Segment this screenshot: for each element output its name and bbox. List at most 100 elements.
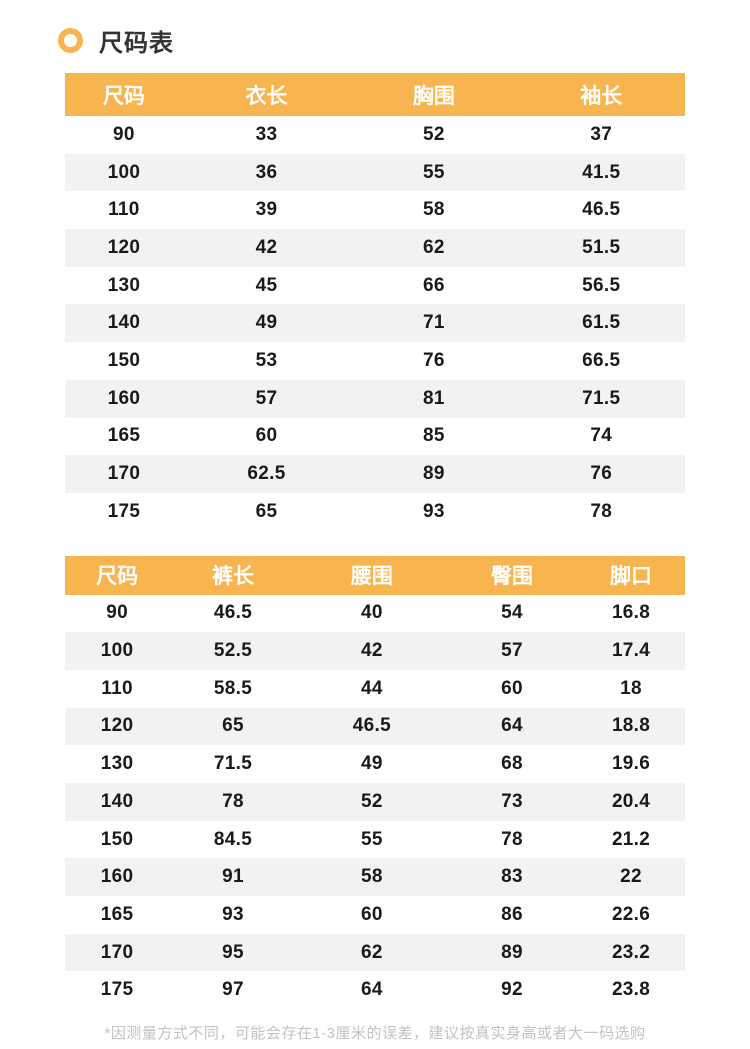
table-row: 110 58.5 44 60 18 — [65, 669, 685, 708]
table-cell: 160 — [107, 387, 141, 409]
table-cell: 120 — [100, 715, 134, 737]
table-cell: 49 — [361, 753, 383, 775]
table-cell: 46.5 — [582, 199, 621, 221]
table-row: 100 36 55 41.5 — [65, 153, 685, 192]
table-cell: 57 — [501, 640, 523, 662]
table-cell: 175 — [100, 979, 134, 1001]
table-cell: 74 — [590, 425, 613, 447]
table-cell: 61.5 — [582, 312, 621, 334]
table-cell: 84.5 — [213, 828, 253, 850]
table-cell: 66.5 — [582, 349, 621, 371]
table-cell: 57 — [255, 387, 278, 409]
column-header: 尺码 — [102, 84, 145, 108]
table-cell: 76 — [423, 349, 445, 371]
table-row: 100 52.5 42 57 17.4 — [65, 632, 685, 670]
table-row: 140 78 52 73 20.4 — [65, 783, 685, 821]
table-cell: 120 — [107, 236, 141, 258]
table-cell: 58 — [361, 866, 383, 888]
table-cell: 83 — [501, 866, 523, 888]
table-cell: 60 — [255, 425, 278, 447]
table-cell: 62 — [361, 941, 383, 963]
table-cell: 54 — [501, 602, 523, 624]
table-cell: 60 — [501, 677, 523, 699]
column-header: 胸围 — [412, 84, 455, 108]
table-row: 170 62.5 89 76 — [65, 455, 685, 493]
table-header-row: 尺码 裤长 腰围 臀围 脚口 — [65, 555, 685, 595]
table-cell: 39 — [255, 199, 278, 221]
table-cell: 19.6 — [611, 753, 651, 775]
table-cell: 55 — [361, 828, 383, 850]
table-cell: 53 — [255, 349, 278, 371]
table-row: 130 71.5 49 68 19.6 — [65, 745, 685, 783]
table-row: 140 49 71 61.5 — [65, 304, 685, 343]
table-cell: 18.8 — [611, 715, 651, 737]
table-cell: 44 — [361, 677, 383, 699]
table-cell: 58 — [423, 199, 445, 221]
table-cell: 71 — [423, 312, 445, 334]
table-cell: 40 — [361, 602, 383, 624]
table-row: 160 57 81 71.5 — [65, 379, 685, 418]
table-cell: 71.5 — [213, 753, 253, 775]
table-cell: 78 — [590, 500, 613, 522]
table-cell: 90 — [113, 123, 135, 145]
table-cell: 93 — [423, 500, 445, 522]
table-cell: 22.6 — [611, 903, 651, 925]
table-cell: 23.2 — [611, 941, 651, 963]
table-cell: 42 — [255, 236, 278, 258]
column-header: 袖长 — [580, 84, 623, 108]
table-cell: 100 — [100, 640, 134, 662]
table-row: 160 91 58 83 22 — [65, 858, 685, 897]
table-cell: 130 — [100, 753, 134, 775]
table-row: 150 84.5 55 78 21.2 — [65, 820, 685, 859]
table-cell: 78 — [222, 790, 244, 812]
table-cell: 89 — [501, 941, 523, 963]
table-cell: 49 — [255, 312, 278, 334]
table-cell: 37 — [590, 123, 613, 145]
pants-size-table: 尺码 裤长 腰围 臀围 脚口 90 46.5 40 54 16.8 100 52.5 42 57 17.4 1… — [65, 555, 685, 1010]
table-cell: 150 — [107, 349, 141, 371]
table-row: 175 97 64 92 23.8 — [65, 971, 685, 1010]
table-cell: 18 — [620, 677, 642, 699]
table-row: 90 46.5 40 54 16.8 — [65, 594, 685, 633]
table-cell: 86 — [501, 903, 523, 925]
table-cell: 17.4 — [611, 640, 651, 662]
table-row: 90 33 52 37 — [65, 116, 685, 154]
table-cell: 170 — [107, 463, 141, 485]
column-header: 衣长 — [245, 84, 288, 108]
top-size-table: 尺码 衣长 胸围 袖长 90 33 52 37 100 36 55 41.5 110 39 58 46.5 12… — [65, 73, 685, 531]
table-cell: 175 — [107, 500, 141, 522]
column-header: 脚口 — [610, 565, 653, 589]
table-header-row: 尺码 衣长 胸围 袖长 — [65, 73, 685, 116]
table-cell: 16.8 — [611, 602, 651, 624]
column-header: 臀围 — [491, 565, 533, 589]
table-cell: 64 — [501, 715, 523, 737]
table-cell: 81 — [423, 387, 445, 409]
table-cell: 51.5 — [582, 236, 621, 258]
column-header: 尺码 — [96, 565, 139, 589]
table-cell: 21.2 — [611, 828, 651, 850]
table-row: 110 39 58 46.5 — [65, 191, 685, 230]
table-row: 150 53 76 66.5 — [65, 342, 685, 380]
table-row: 165 93 60 86 22.6 — [65, 896, 685, 934]
table-cell: 165 — [100, 903, 134, 925]
table-cell: 85 — [423, 425, 445, 447]
table-cell: 78 — [501, 828, 523, 850]
table-cell: 150 — [100, 828, 134, 850]
table-cell: 62.5 — [247, 463, 286, 485]
table-cell: 20.4 — [611, 790, 651, 812]
table-cell: 22 — [620, 866, 642, 888]
measurement-disclaimer: *因测量方式不同，可能会存在1-3厘米的误差，建议按真实身高或者大一码选购 — [104, 1025, 646, 1043]
table-cell: 56.5 — [582, 274, 621, 296]
table-cell: 64 — [361, 979, 383, 1001]
table-row: 165 60 85 74 — [65, 417, 685, 456]
table-cell: 89 — [423, 463, 445, 485]
table-cell: 33 — [255, 123, 278, 145]
table-cell: 140 — [100, 790, 134, 812]
table-cell: 95 — [222, 941, 244, 963]
table-cell: 100 — [107, 161, 141, 183]
table-cell: 65 — [222, 715, 244, 737]
table-cell: 52 — [423, 123, 445, 145]
section-title: 尺码表 — [99, 29, 174, 57]
table-cell: 23.8 — [611, 979, 651, 1001]
table-cell: 45 — [255, 274, 278, 296]
